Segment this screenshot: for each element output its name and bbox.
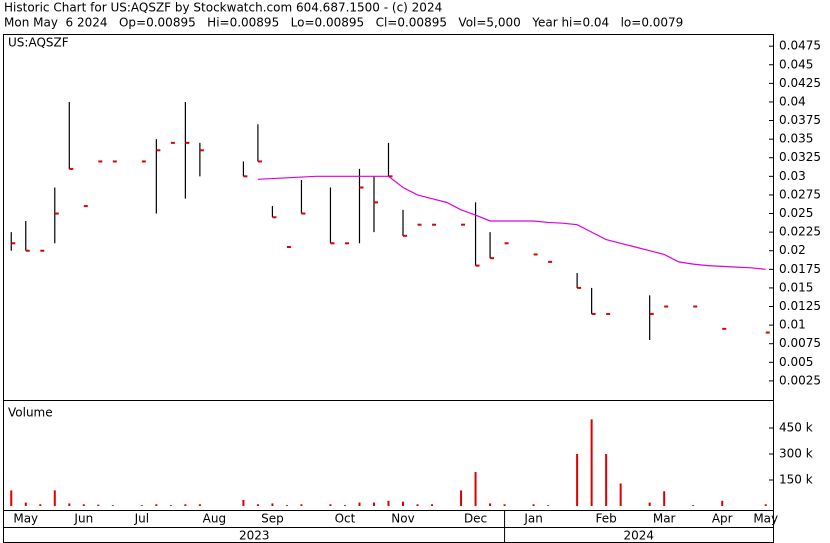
x-tick-label: Jul bbox=[134, 512, 149, 526]
moving-average-line bbox=[257, 175, 766, 270]
volume-label: Volume bbox=[8, 406, 53, 420]
volume-bar bbox=[169, 505, 172, 506]
x-tick-label: Mar bbox=[653, 512, 676, 526]
volume-bar bbox=[532, 504, 535, 506]
y-tick-label: 0.02 bbox=[779, 243, 806, 257]
volume-bar bbox=[140, 505, 143, 506]
volume-bar bbox=[39, 504, 42, 506]
y-tick-label: 0.0025 bbox=[779, 373, 821, 387]
volume-bar bbox=[343, 505, 346, 506]
y-tick-label: 0.045 bbox=[779, 57, 813, 71]
x-tick-label: May bbox=[13, 512, 38, 526]
y-tick-label: 0.0225 bbox=[779, 225, 821, 239]
y-tick-label: 0.0425 bbox=[779, 76, 821, 90]
y-tick-label: 0.015 bbox=[779, 280, 813, 294]
y-tick-label: 0.0475 bbox=[779, 39, 821, 53]
y-tick-label: 0.0125 bbox=[779, 299, 821, 313]
year-label: 2023 bbox=[239, 529, 270, 543]
volume-bar bbox=[764, 504, 767, 506]
volume-bar bbox=[431, 504, 434, 506]
x-tick-label: May bbox=[753, 512, 778, 526]
y-tick-label: 0.005 bbox=[779, 355, 813, 369]
volume-bar bbox=[97, 504, 100, 506]
volume-bar bbox=[416, 504, 419, 506]
volume-bar bbox=[547, 505, 550, 506]
volume-bar bbox=[372, 502, 375, 506]
volume-bar bbox=[271, 503, 274, 506]
x-tick-label: Feb bbox=[596, 512, 617, 526]
volume-bar bbox=[489, 503, 492, 506]
volume-bar bbox=[460, 490, 463, 506]
y-tick-label: 0.04 bbox=[779, 94, 806, 108]
y2-tick-label: 300 k bbox=[779, 447, 813, 461]
volume-bar bbox=[387, 500, 390, 506]
volume-bar bbox=[242, 499, 245, 506]
volume-bar bbox=[285, 505, 288, 506]
x-tick-label: Jun bbox=[73, 512, 93, 526]
y-tick-label: 0.03 bbox=[779, 169, 806, 183]
x-tick-label: Oct bbox=[335, 512, 356, 526]
y-tick-label: 0.0175 bbox=[779, 262, 821, 276]
volume-bar bbox=[24, 502, 27, 506]
x-tick-label: Dec bbox=[464, 512, 487, 526]
year-label: 2024 bbox=[624, 529, 655, 543]
volume-bar bbox=[663, 491, 666, 506]
x-tick-label: Jan bbox=[523, 512, 543, 526]
volume-bar bbox=[605, 454, 608, 506]
volume-bar bbox=[619, 483, 622, 506]
volume-bar bbox=[329, 504, 332, 506]
y2-tick-label: 450 k bbox=[779, 421, 813, 435]
volume-bar bbox=[721, 500, 724, 506]
volume-bar bbox=[358, 502, 361, 506]
chart-title: Historic Chart for US:AQSZF by Stockwatc… bbox=[4, 1, 442, 15]
volume-bar bbox=[503, 504, 506, 506]
volume-bar bbox=[256, 504, 259, 506]
volume-bar bbox=[111, 505, 114, 506]
y-tick-label: 0.0325 bbox=[779, 150, 821, 164]
volume-bar bbox=[53, 490, 56, 506]
volume-bar bbox=[10, 490, 13, 506]
volume-bar bbox=[300, 504, 303, 506]
x-tick-label: Nov bbox=[391, 512, 414, 526]
y-tick-label: 0.0075 bbox=[779, 336, 821, 350]
x-tick-label: Sep bbox=[261, 512, 284, 526]
volume-bar bbox=[648, 502, 651, 506]
volume-bar bbox=[402, 501, 405, 506]
volume-bar bbox=[590, 419, 593, 506]
y-tick-label: 0.0275 bbox=[779, 187, 821, 201]
volume-bar bbox=[68, 503, 71, 506]
y-tick-label: 0.035 bbox=[779, 132, 813, 146]
volume-bar bbox=[576, 454, 579, 506]
y-tick-label: 0.025 bbox=[779, 206, 813, 220]
volume-bar bbox=[474, 472, 477, 506]
x-tick-label: Apr bbox=[712, 512, 733, 526]
y-tick-label: 0.01 bbox=[779, 318, 806, 332]
x-tick-label: Aug bbox=[203, 512, 226, 526]
symbol-label: US:AQSZF bbox=[8, 36, 69, 50]
y2-tick-label: 150 k bbox=[779, 473, 813, 487]
volume-bar bbox=[184, 504, 187, 506]
chart-subtitle: Mon May 6 2024 Op=0.00895 Hi=0.00895 Lo=… bbox=[4, 16, 683, 30]
volume-bar bbox=[155, 504, 158, 506]
volume-bar bbox=[198, 504, 201, 506]
volume-bar bbox=[692, 505, 695, 506]
volume-bar bbox=[82, 504, 85, 506]
y-tick-label: 0.0375 bbox=[779, 113, 821, 127]
